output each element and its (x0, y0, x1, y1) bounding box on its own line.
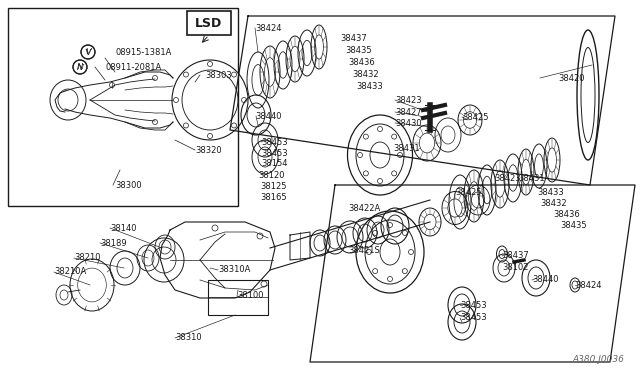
Text: N: N (77, 62, 83, 71)
Text: 38453: 38453 (261, 148, 287, 157)
Text: 38421S: 38421S (348, 246, 380, 254)
Text: 38125: 38125 (260, 182, 287, 190)
Text: 38431: 38431 (518, 173, 545, 183)
Text: 38432: 38432 (540, 199, 566, 208)
Text: 38436: 38436 (553, 209, 580, 218)
Text: 38453: 38453 (460, 301, 486, 310)
Text: 38435: 38435 (560, 221, 587, 230)
Text: 38424: 38424 (255, 23, 282, 32)
Text: 38435: 38435 (345, 45, 372, 55)
Text: 38433: 38433 (356, 81, 383, 90)
Text: 38310A: 38310A (218, 266, 250, 275)
Text: A380 J0036: A380 J0036 (572, 356, 624, 365)
Text: LSD: LSD (195, 16, 223, 29)
Text: N: N (76, 63, 84, 71)
Text: 38120: 38120 (258, 170, 285, 180)
Bar (8, 8, 238, 206)
Text: 38100: 38100 (237, 292, 264, 301)
Text: 38431: 38431 (393, 144, 420, 153)
Text: 38420: 38420 (558, 74, 584, 83)
Text: 38154: 38154 (261, 158, 287, 167)
Text: 38433: 38433 (537, 187, 564, 196)
Text: 38425: 38425 (462, 112, 488, 122)
Text: 38437: 38437 (502, 251, 529, 260)
Text: 38425: 38425 (455, 187, 481, 196)
Text: 38210A: 38210A (54, 267, 86, 276)
Text: 38437: 38437 (340, 33, 367, 42)
Text: 38430: 38430 (395, 119, 422, 128)
Text: 38140: 38140 (110, 224, 136, 232)
Text: 38423: 38423 (494, 173, 520, 183)
Text: 38165: 38165 (260, 192, 287, 202)
Text: 38436: 38436 (348, 58, 375, 67)
Text: 38440: 38440 (255, 112, 282, 121)
Text: 38422A: 38422A (348, 203, 380, 212)
Text: 38102: 38102 (502, 263, 529, 273)
Text: 38320: 38320 (195, 145, 221, 154)
Text: 38423: 38423 (395, 96, 422, 105)
Bar (208, 280, 268, 315)
Text: 08911-2081A: 08911-2081A (105, 62, 161, 71)
Text: 38310: 38310 (175, 334, 202, 343)
Text: 08915-1381A: 08915-1381A (115, 48, 172, 57)
Text: 38427: 38427 (395, 108, 422, 116)
Text: 38303: 38303 (205, 71, 232, 80)
Text: 38453: 38453 (261, 138, 287, 147)
Text: 38300: 38300 (115, 180, 141, 189)
Text: 38453: 38453 (460, 314, 486, 323)
Text: 38189: 38189 (100, 238, 127, 247)
FancyBboxPatch shape (187, 11, 231, 35)
Text: V: V (85, 48, 91, 57)
Text: 38432: 38432 (352, 70, 379, 78)
Text: V: V (85, 48, 91, 56)
Text: 38440: 38440 (532, 276, 559, 285)
Text: 38210: 38210 (74, 253, 100, 263)
Text: 38424: 38424 (575, 280, 602, 289)
